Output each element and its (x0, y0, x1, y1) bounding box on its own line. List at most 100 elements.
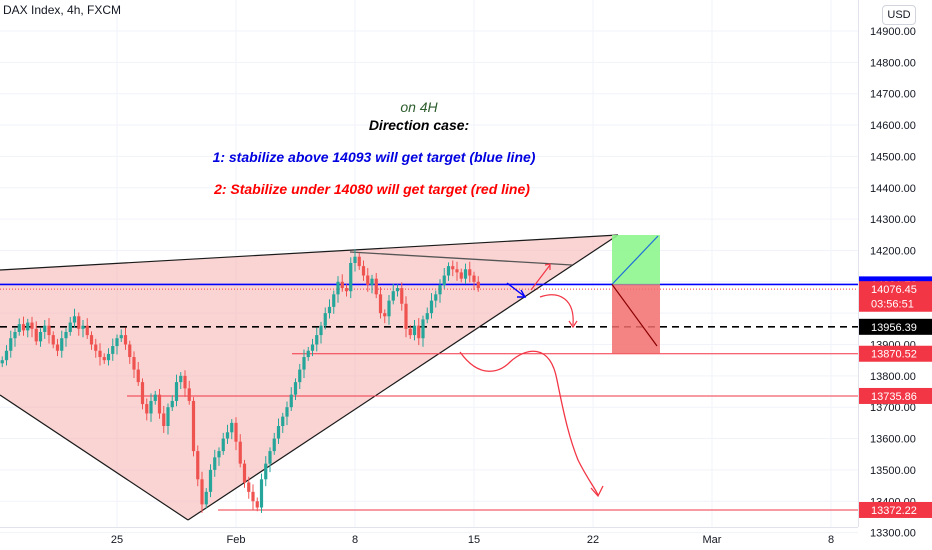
candle-body (221, 438, 225, 452)
candle-body (162, 413, 166, 427)
candle-body (434, 294, 438, 301)
candle-body (34, 328, 38, 342)
candle-body (77, 316, 81, 329)
price-label-text: 13372.22 (871, 505, 917, 517)
red-up-arrow-line (530, 264, 551, 291)
y-tick-label: 14400.00 (870, 183, 916, 195)
candle-body (4, 350, 9, 361)
candle-body (425, 313, 429, 320)
candle-body (293, 382, 298, 395)
candle-body (463, 269, 468, 279)
price-labels: 14091.7314076.4503:56:5113956.3913870.52… (859, 276, 932, 518)
wedge-upper-line (0, 234, 619, 271)
candle-body (98, 350, 102, 358)
drawing-layer (0, 234, 858, 521)
candle-body (30, 322, 34, 329)
price-axis[interactable]: 14900.00 14800.00 14700.00 14600.00 14500.00… (858, 0, 916, 540)
red-curve-large (459, 350, 599, 496)
candle-body (374, 278, 378, 295)
candle-body (128, 344, 132, 358)
x-tick-label: Mar (703, 534, 722, 546)
candle-body (455, 269, 459, 273)
candle-body (81, 325, 85, 329)
candle-body (476, 281, 480, 289)
candle-body (285, 407, 289, 417)
candle-body (217, 451, 221, 458)
candle-body (115, 338, 119, 347)
candle-body (153, 394, 157, 401)
candle-body (315, 335, 319, 345)
candle-body (38, 331, 43, 342)
candle-body (234, 422, 238, 442)
candle-body (361, 266, 366, 276)
candle-body (102, 357, 106, 361)
price-label-text: 13870.52 (871, 349, 917, 361)
candle-body (446, 266, 451, 276)
candle-body (111, 346, 115, 354)
candle-body (13, 331, 17, 339)
candle-body (336, 281, 340, 295)
candle-body (145, 404, 149, 414)
candle-body (123, 335, 128, 345)
price-label-bg (859, 318, 932, 335)
time-axis[interactable]: 25 Feb 8 15 22 Mar 8 (0, 527, 858, 547)
candle-body (157, 394, 162, 414)
candle-body (64, 331, 68, 339)
candle-body (242, 463, 247, 483)
annotation-heading: Direction case: (368, 117, 470, 133)
candle-body (51, 335, 55, 345)
candles-layer (0, 249, 480, 513)
candle-body (264, 463, 268, 480)
candle-body (85, 325, 89, 336)
candle-body (204, 491, 208, 505)
y-tick-label: 13800.00 (870, 371, 916, 383)
candle-body (340, 281, 344, 289)
candle-body (366, 275, 370, 285)
candle-body (391, 291, 395, 301)
price-label-text: 13956.39 (871, 322, 917, 334)
currency-button[interactable]: USD (882, 5, 916, 25)
symbol-title[interactable]: DAX Index, 4h, FXCM (3, 3, 122, 17)
candle-body (327, 306, 332, 314)
x-tick-label: 25 (111, 534, 123, 546)
candle-body (319, 325, 323, 336)
candle-body (302, 357, 306, 370)
candle-body (149, 400, 153, 414)
y-tick-label: 14600.00 (870, 120, 916, 132)
price-label-text: 14076.45 (871, 284, 917, 296)
candle-body (68, 322, 72, 332)
candle-body (400, 288, 404, 304)
candle-body (383, 313, 387, 317)
y-tick-label: 13700.00 (870, 402, 916, 414)
wedge-lower-left-line (0, 394, 189, 521)
y-tick-label: 14300.00 (870, 214, 916, 226)
candle-body (43, 325, 47, 332)
candle-body (259, 479, 264, 508)
red-curve-small-head (568, 320, 578, 329)
candle-body (255, 501, 259, 508)
candle-body (370, 278, 374, 285)
candle-body (170, 400, 174, 408)
price-label-bg (859, 387, 932, 404)
x-tick-label: 8 (828, 534, 834, 546)
candle-body (179, 375, 183, 383)
candle-body (191, 400, 196, 452)
candle-body (276, 426, 281, 439)
candle-body (268, 451, 272, 464)
candle-body (119, 335, 123, 339)
candle-body (353, 256, 357, 263)
candle-body (404, 303, 408, 329)
red-curve-large-head (590, 485, 604, 498)
candle-body (468, 269, 472, 276)
candle-body (247, 482, 251, 492)
candle-body (196, 451, 200, 480)
y-tick-label: 13600.00 (870, 434, 916, 446)
price-label-bg (859, 345, 932, 362)
x-tick-label: 8 (352, 534, 358, 546)
annotation-case-1: 1: stabilize above 14093 will get target… (212, 149, 536, 165)
annotation-case-2: 2: Stabilize under 14080 will get target… (214, 181, 530, 197)
x-tick-label: 22 (587, 534, 599, 546)
candle-body (349, 262, 353, 292)
candle-body (60, 338, 64, 351)
